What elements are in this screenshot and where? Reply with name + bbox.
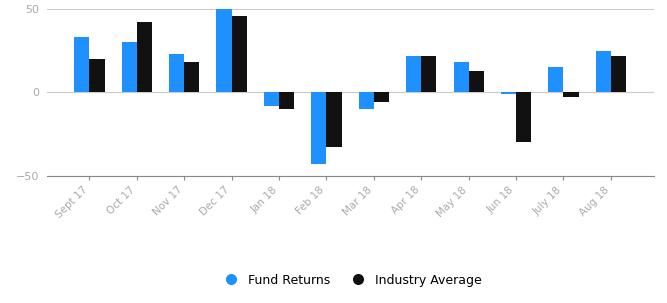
Bar bbox=[311, 92, 326, 164]
Bar bbox=[359, 92, 374, 109]
Bar bbox=[596, 51, 611, 92]
Bar bbox=[217, 8, 231, 92]
Bar bbox=[264, 92, 279, 106]
Bar bbox=[184, 62, 199, 92]
Bar bbox=[564, 92, 579, 98]
Bar bbox=[326, 92, 342, 148]
Legend: Fund Returns, Industry Average: Fund Returns, Industry Average bbox=[213, 269, 487, 292]
Bar bbox=[169, 54, 184, 92]
Bar bbox=[454, 62, 469, 92]
Bar bbox=[89, 59, 105, 92]
Bar bbox=[422, 56, 436, 92]
Bar bbox=[74, 38, 89, 92]
Bar bbox=[279, 92, 294, 109]
Bar bbox=[501, 92, 516, 94]
Bar bbox=[469, 71, 484, 92]
Bar bbox=[548, 68, 564, 92]
Bar bbox=[121, 42, 137, 92]
Bar bbox=[231, 16, 247, 92]
Bar bbox=[137, 22, 152, 92]
Bar bbox=[406, 56, 422, 92]
Bar bbox=[374, 92, 389, 102]
Bar bbox=[611, 56, 626, 92]
Bar bbox=[516, 92, 531, 142]
